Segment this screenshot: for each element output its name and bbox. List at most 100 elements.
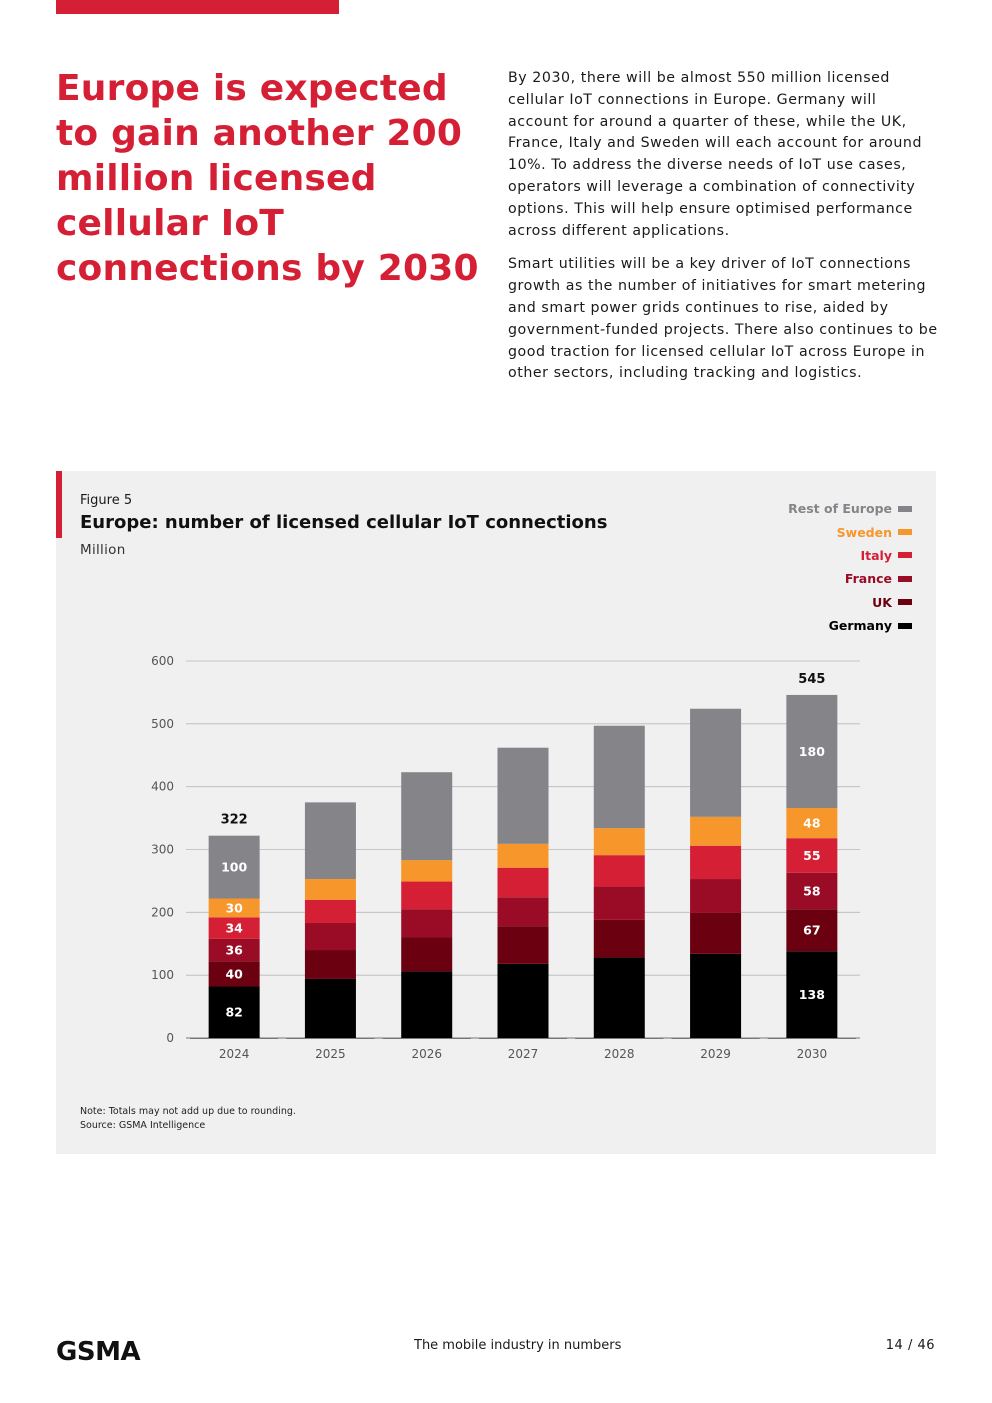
figure-notes: Note: Totals may not add up due to round…	[80, 1105, 296, 1133]
x-tick-label: 2026	[411, 1047, 442, 1061]
bar-segment-france-2026	[401, 909, 453, 938]
figure-unit: Million	[80, 542, 126, 558]
legend-swatch	[898, 622, 912, 629]
data-label: 138	[799, 987, 825, 1002]
legend-label: Rest of Europe	[788, 501, 892, 517]
y-tick-label: 400	[151, 780, 174, 794]
bar-segment-rest-of-europe-2030	[786, 694, 838, 809]
bar-segment-italy-2024	[208, 917, 260, 939]
legend-label: UK	[872, 594, 892, 610]
figure-accent-bar	[56, 471, 62, 538]
bar-segment-sweden-2024	[208, 898, 260, 918]
bar-segment-france-2027	[497, 897, 549, 927]
chart-legend: Rest of Europe Sweden Italy France UK Germany	[788, 497, 912, 637]
bar-segment-germany-2028	[593, 957, 645, 1038]
bar-segment-italy-2027	[497, 867, 549, 898]
data-label: 100	[221, 860, 247, 875]
intro-text: By 2030, there will be almost 550 millio…	[508, 68, 938, 397]
figure-panel: Figure 5 Europe: number of licensed cell…	[56, 471, 936, 1154]
bar-segment-france-2028	[593, 886, 645, 920]
bar-segment-france-2030	[786, 872, 838, 910]
x-tick-label: 2029	[700, 1047, 731, 1061]
x-tick-label: 2030	[797, 1047, 828, 1061]
total-label: 322	[221, 813, 248, 828]
y-tick-label: 200	[151, 905, 174, 919]
bar-segment-germany-2027	[497, 963, 549, 1038]
x-tick-label: 2024	[219, 1047, 250, 1061]
bar-segment-rest-of-europe-2026	[401, 772, 453, 861]
bar-segment-sweden-2030	[786, 808, 838, 839]
bar-segment-italy-2030	[786, 838, 838, 873]
y-tick-label: 0	[166, 1031, 174, 1045]
x-tick-label: 2028	[604, 1047, 635, 1061]
legend-swatch	[898, 599, 912, 606]
y-tick-label: 300	[151, 843, 174, 857]
bar-segment-germany-2025	[304, 978, 356, 1038]
legend-swatch	[898, 575, 912, 582]
data-label: 82	[225, 1005, 242, 1020]
bar-segment-italy-2025	[304, 899, 356, 924]
stacked-bar-chart: 0 100 200 300 400 500 600 82 40 36 34 30 100 322 2024 2…	[151, 654, 860, 1061]
data-label: 40	[225, 966, 243, 981]
intro-paragraph-1: By 2030, there will be almost 550 millio…	[508, 70, 923, 239]
bar-segment-italy-2029	[690, 845, 742, 880]
figure-title: Europe: number of licensed cellular IoT …	[80, 512, 608, 533]
figure-label: Figure 5	[80, 493, 133, 508]
legend-item-uk: UK	[788, 591, 912, 614]
figure-source: Source: GSMA Intelligence	[80, 1120, 206, 1131]
bar-segment-italy-2028	[593, 855, 645, 887]
data-label: 180	[799, 744, 825, 759]
bar-segment-uk-2026	[401, 937, 453, 972]
bar-segment-uk-2030	[786, 909, 838, 952]
legend-label: Germany	[828, 618, 892, 634]
bar-segment-rest-of-europe-2025	[304, 802, 356, 880]
x-tick-label: 2025	[315, 1047, 346, 1061]
legend-label: Italy	[860, 547, 893, 563]
legend-item-italy: Italy	[788, 544, 912, 567]
bar-segment-sweden-2027	[497, 843, 549, 868]
legend-item-germany: Germany	[788, 614, 912, 637]
bar-segment-sweden-2026	[401, 860, 453, 882]
legend-label: France	[844, 571, 892, 587]
bar-segment-sweden-2028	[593, 828, 645, 856]
legend-label: Sweden	[836, 524, 892, 540]
bar-segment-uk-2024	[208, 961, 260, 987]
bar-segment-italy-2026	[401, 881, 453, 910]
data-label: 58	[803, 883, 820, 898]
data-label: 30	[225, 900, 243, 915]
figure-note: Note: Totals may not add up due to round…	[80, 1106, 296, 1117]
bar-segment-sweden-2025	[304, 879, 356, 900]
bar-segment-uk-2028	[593, 919, 645, 958]
data-label: 36	[225, 943, 243, 958]
intro-paragraph-2: Smart utilities will be a key driver of …	[508, 256, 938, 382]
bar-segment-germany-2024	[208, 986, 260, 1038]
legend-swatch	[898, 529, 912, 536]
y-tick-label: 500	[151, 717, 174, 731]
data-label: 67	[803, 923, 820, 938]
bar-segment-germany-2029	[690, 953, 742, 1038]
page-headline: Europe is expected to gain another 200 m…	[56, 68, 479, 289]
y-tick-label: 100	[151, 968, 174, 982]
bar-segment-uk-2029	[690, 912, 742, 954]
bar-segment-france-2025	[304, 923, 356, 951]
data-label: 34	[225, 921, 243, 936]
bar-segment-germany-2030	[786, 951, 838, 1038]
bar-segment-uk-2025	[304, 950, 356, 979]
data-label: 48	[803, 816, 820, 831]
legend-item-rest-of-europe: Rest of Europe	[788, 497, 912, 520]
bar-segment-rest-of-europe-2029	[690, 708, 742, 817]
legend-item-sweden: Sweden	[788, 520, 912, 543]
gsma-logo: GSMA	[56, 1337, 141, 1367]
bar-segment-rest-of-europe-2027	[497, 747, 549, 844]
x-tick-label: 2027	[508, 1047, 539, 1061]
page-number: 14 / 46	[885, 1338, 935, 1353]
legend-swatch	[898, 505, 912, 512]
bar-segment-france-2029	[690, 879, 742, 913]
top-accent-bar	[56, 0, 339, 14]
total-label: 545	[798, 672, 825, 687]
legend-item-france: France	[788, 567, 912, 590]
bar-segment-france-2024	[208, 938, 260, 962]
footer-publication-title: The mobile industry in numbers	[414, 1338, 622, 1353]
bar-segment-uk-2027	[497, 926, 549, 964]
bar-segment-sweden-2029	[690, 816, 742, 846]
